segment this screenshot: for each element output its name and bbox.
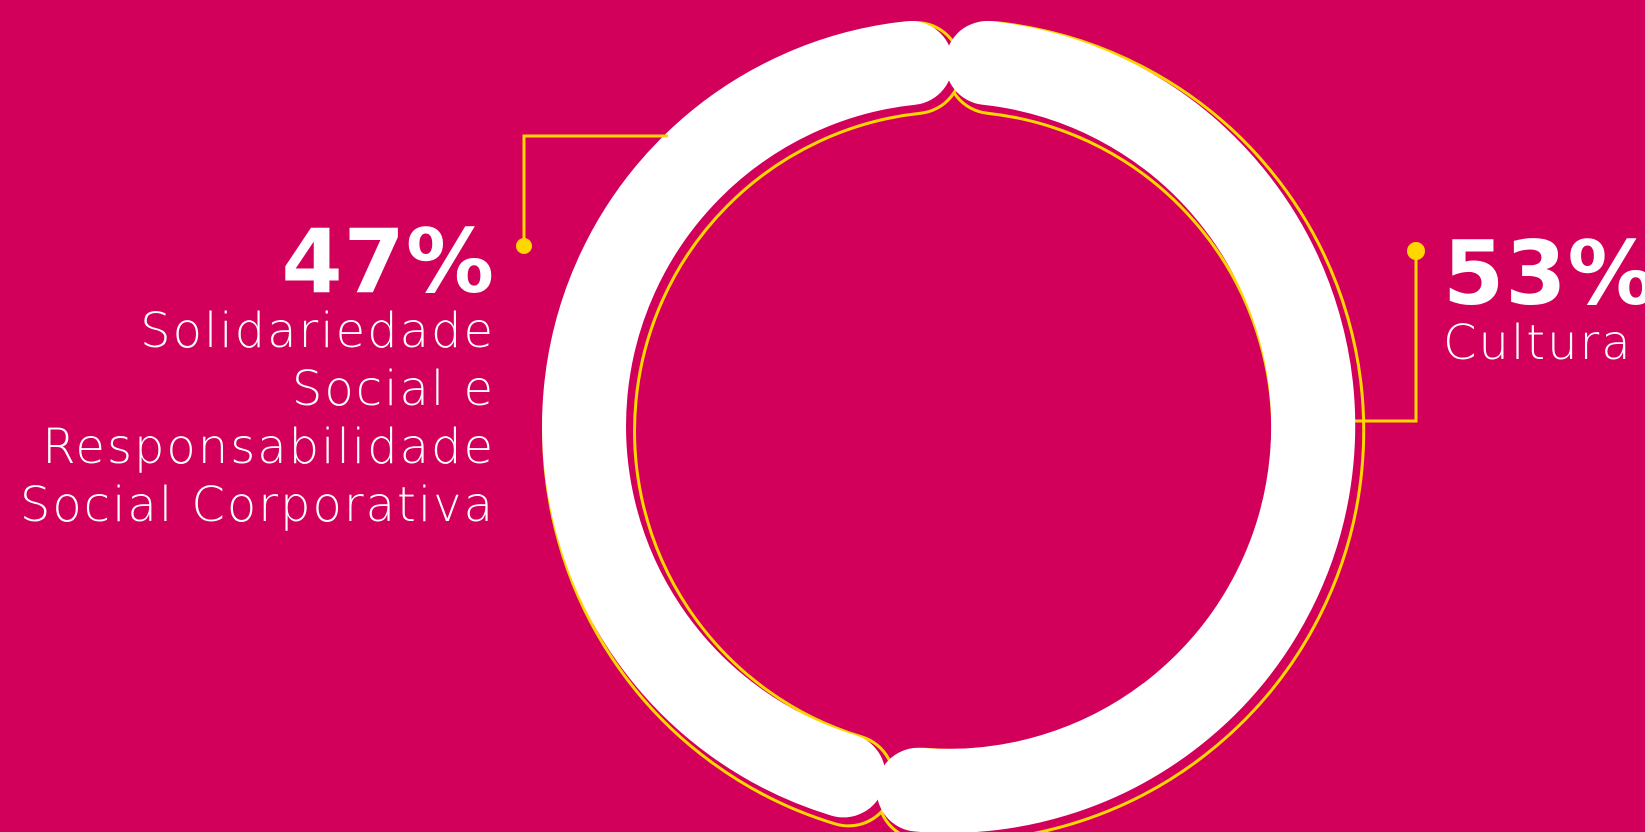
leader-line-left (522, 134, 668, 246)
category-label-right: Cultura (1443, 315, 1633, 371)
leader-lines (516, 134, 1425, 423)
data-label-right: 53% Cultura (1443, 222, 1645, 372)
donut-segment-cultura (876, 21, 1356, 832)
segments (542, 21, 1356, 832)
donut-segment-solidariedade (542, 21, 953, 818)
leader-line-right (1355, 251, 1418, 423)
leader-dot-left (516, 238, 532, 254)
percent-label-left: 47% (281, 210, 495, 313)
percent-label-right: 53% (1443, 222, 1645, 325)
category-label-left: Solidariedade Social e Responsabilidade … (19, 303, 495, 533)
data-label-left: 47% Solidariedade Social e Responsabilid… (0, 210, 495, 534)
leader-dot-right (1407, 242, 1425, 260)
